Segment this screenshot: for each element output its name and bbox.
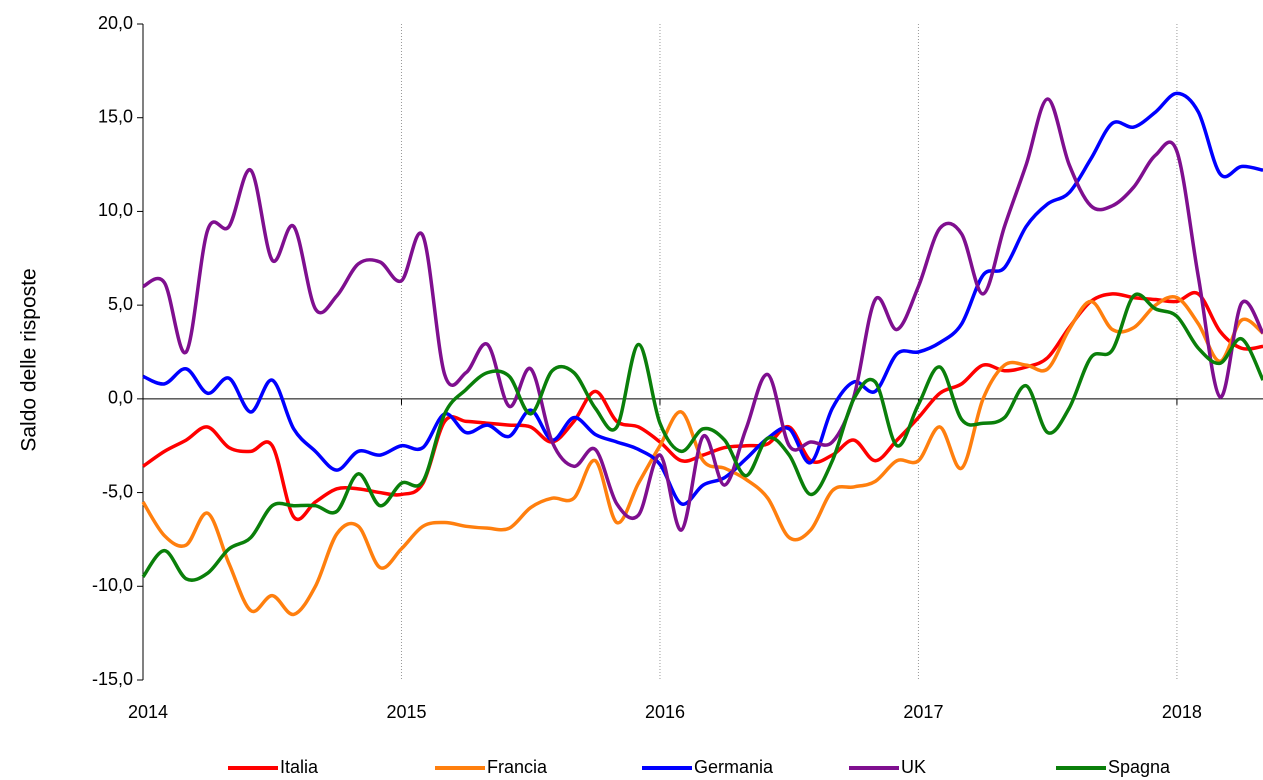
line [141, 292, 1263, 582]
line [142, 97, 1263, 532]
legend-label: Spagna [1108, 757, 1171, 777]
line [141, 295, 1263, 617]
y-tick-label: -5,0 [102, 481, 133, 501]
legend-label: Germania [694, 757, 774, 777]
y-tick-label: 20,0 [98, 13, 133, 33]
y-tick-label: -15,0 [92, 669, 133, 689]
legend-label: UK [901, 757, 926, 777]
y-tick-label: -10,0 [92, 575, 133, 595]
x-tick-label: 2017 [903, 702, 943, 722]
x-tick-label: 2018 [1162, 702, 1202, 722]
y-tick-label: 10,0 [98, 200, 133, 220]
x-tick-label: 2016 [645, 702, 685, 722]
y-tick-label: 5,0 [108, 294, 133, 314]
y-tick-label: 15,0 [98, 106, 133, 126]
legend-label: Italia [280, 757, 319, 777]
y-tick-label: 0,0 [108, 388, 133, 408]
x-tick-label: 2015 [386, 702, 426, 722]
y-axis-label: Saldo delle risposte [18, 268, 41, 451]
x-tick-label: 2014 [128, 702, 168, 722]
legend-label: Francia [487, 757, 548, 777]
